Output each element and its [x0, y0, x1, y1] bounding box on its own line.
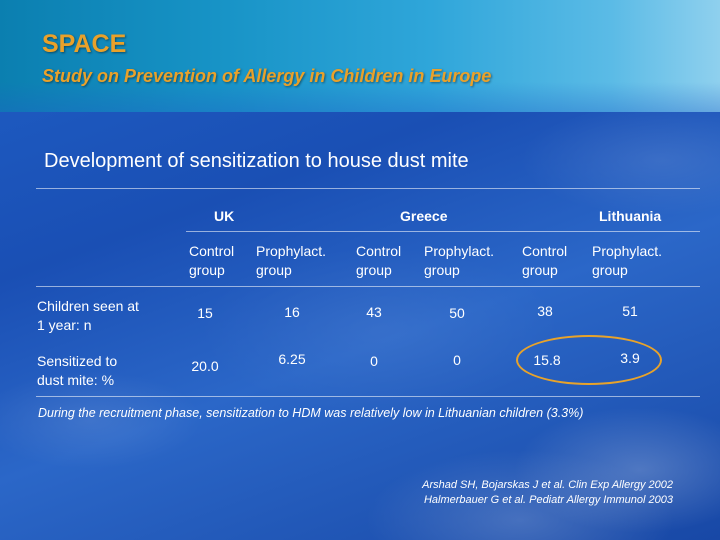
recruitment-note: During the recruitment phase, sensitizat… [38, 406, 584, 420]
slide-subtitle: Study on Prevention of Allergy in Childr… [42, 66, 492, 86]
group-header-line: group [522, 262, 558, 278]
table-cell: 50 [449, 305, 465, 321]
table-cell: 20.0 [191, 358, 219, 374]
slide-title: SPACE [42, 30, 127, 58]
group-header-lithuania-control: Control group [522, 242, 567, 280]
group-header-line: Control [189, 243, 235, 259]
row-label-children-seen: Children seen at 1 year: n [37, 297, 139, 335]
country-greece: Greece [400, 208, 448, 224]
table-cell: 43 [366, 304, 382, 320]
group-header-line: Prophylact. [424, 243, 495, 259]
table-cell: 16 [284, 304, 300, 320]
section-heading: Development of sensitization to house du… [44, 150, 469, 172]
table-cell: 6.25 [278, 351, 306, 367]
row-label-line: dust mite: % [37, 372, 115, 388]
highlight-ellipse [516, 335, 662, 385]
table-cell: 0 [453, 352, 461, 368]
group-header-line: Prophylact. [592, 243, 663, 259]
row-label-line: 1 year: n [37, 317, 92, 333]
reference-item: Halmerbauer G et al. Pediatr Allergy Imm… [423, 494, 673, 506]
row-label-line: Children seen at [37, 298, 139, 314]
group-header-uk-control: Control group [189, 242, 234, 280]
country-lithuania: Lithuania [599, 208, 662, 224]
group-header-line: group [356, 262, 392, 278]
reference-item: Arshad SH, Bojarskas J et al. Clin Exp A… [422, 479, 673, 491]
divider-bottom [36, 396, 700, 397]
group-header-line: Prophylact. [256, 243, 327, 259]
table-cell: 0 [370, 353, 378, 369]
group-header-uk-prophylact: Prophylact. group [256, 242, 326, 280]
group-header-line: group [592, 262, 628, 278]
group-header-line: group [189, 262, 225, 278]
references: Arshad SH, Bojarskas J et al. Clin Exp A… [422, 478, 673, 508]
group-header-line: Control [522, 243, 568, 259]
group-header-line: group [256, 262, 292, 278]
divider-top [36, 188, 700, 189]
group-header-line: group [424, 262, 460, 278]
table-cell: 38 [537, 303, 553, 319]
row-label-line: Sensitized to [37, 353, 118, 369]
divider-header [36, 286, 700, 287]
divider-country [186, 231, 700, 232]
header-band [0, 0, 720, 112]
row-label-sensitized: Sensitized to dust mite: % [37, 352, 117, 390]
group-header-line: Control [356, 243, 402, 259]
country-uk: UK [214, 208, 235, 224]
table-cell: 15 [197, 305, 213, 321]
group-header-greece-prophylact: Prophylact. group [424, 242, 494, 280]
group-header-lithuania-prophylact: Prophylact. group [592, 242, 662, 280]
table-cell: 51 [622, 303, 638, 319]
group-header-greece-control: Control group [356, 242, 401, 280]
